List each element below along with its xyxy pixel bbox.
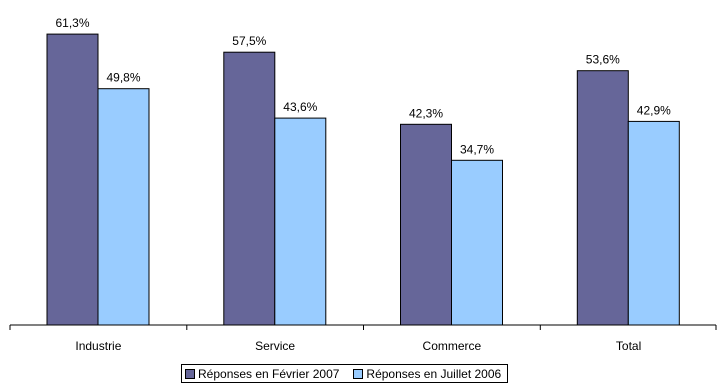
legend-label-series-1: Réponses en Février 2007: [198, 366, 340, 381]
chart-legend: Réponses en Février 2007 Réponses en Jui…: [181, 364, 509, 383]
bar-service-series-2: [274, 117, 327, 326]
legend-label-series-2: Réponses en Juillet 2006: [366, 366, 502, 381]
category-label-service: Service: [255, 339, 295, 353]
value-label-service-series-2: 43,6%: [283, 100, 317, 114]
legend-item-series-2: Réponses en Juillet 2006: [353, 367, 501, 381]
value-label-industrie-series-2: 49,8%: [106, 71, 140, 85]
category-label-total: Total: [616, 339, 641, 353]
bar-service-series-1: [223, 51, 276, 326]
category-label-industrie: Industrie: [75, 339, 121, 353]
bar-commerce-series-1: [400, 123, 452, 326]
value-label-service-series-1: 57,5%: [232, 34, 266, 48]
value-label-layer: 61,3% 49,8% 57,5% 43,6% 42,3% 34,7% 53,6% 42,9%: [55, 16, 671, 156]
category-label-commerce: Commerce: [423, 339, 482, 353]
value-label-commerce-series-2: 34,7%: [460, 142, 494, 156]
legend-swatch-series-1: [185, 368, 195, 379]
value-label-total-series-2: 42,9%: [637, 103, 671, 117]
bar-industrie-series-2: [97, 88, 150, 326]
x-axis: [9, 324, 717, 330]
legend-swatch-series-2: [353, 368, 364, 379]
bar-total-series-2: [627, 120, 680, 326]
value-label-total-series-1: 53,6%: [586, 53, 620, 67]
category-label-layer: Industrie Service Commerce Total: [75, 339, 641, 353]
bar-commerce-series-2: [451, 159, 503, 326]
value-label-industrie-series-1: 61,3%: [55, 16, 89, 30]
legend-item-series-1: Réponses en Février 2007: [185, 367, 339, 381]
bar-layer: [46, 33, 680, 326]
bar-total-series-1: [576, 70, 629, 326]
bar-industrie-series-1: [46, 33, 99, 326]
value-label-commerce-series-1: 42,3%: [409, 106, 443, 120]
